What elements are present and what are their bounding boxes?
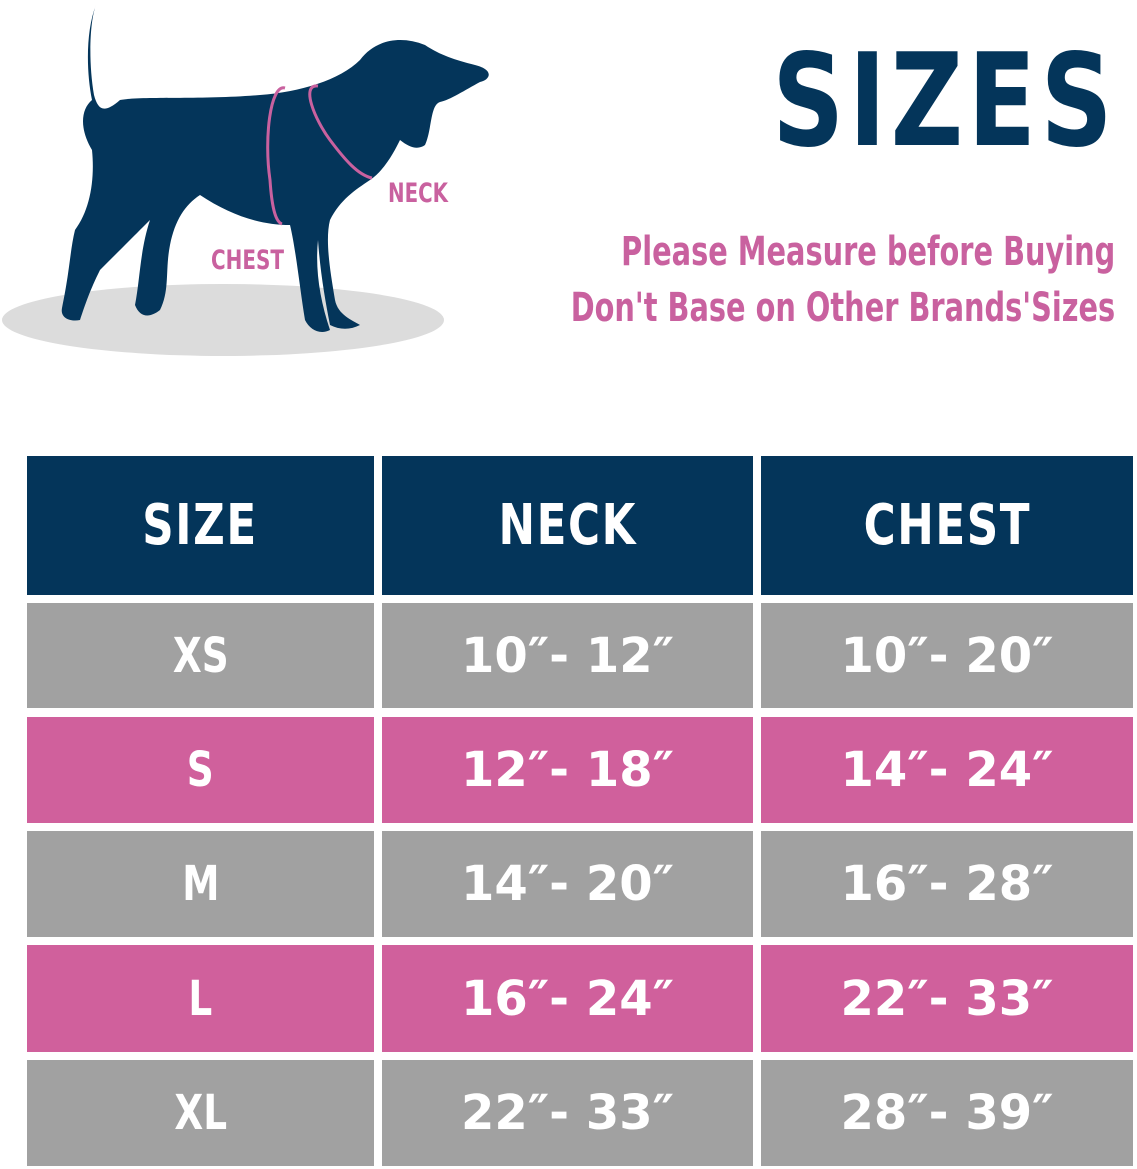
page-title: SIZES <box>772 27 1117 176</box>
neck-cell: 16″- 24″ <box>382 945 753 1052</box>
size-cell: M <box>27 831 374 937</box>
chest-cell: 22″- 33″ <box>761 945 1133 1052</box>
measure-note: Please Measure before Buying <box>620 229 1115 275</box>
chest-cell: 14″- 24″ <box>761 717 1133 823</box>
chest-cell: 10″- 20″ <box>761 603 1133 708</box>
chest-measure-loop <box>266 86 286 226</box>
neck-cell: 14″- 20″ <box>382 831 753 937</box>
neck-label: NECK <box>388 178 449 209</box>
column-header-chest: CHEST <box>761 456 1133 595</box>
size-cell: XL <box>27 1060 374 1166</box>
neck-cell: 22″- 33″ <box>382 1060 753 1166</box>
column-header-neck: NECK <box>382 456 753 595</box>
size-cell: S <box>27 717 374 823</box>
chest-cell: 16″- 28″ <box>761 831 1133 937</box>
size-cell: L <box>27 945 374 1052</box>
dog-silhouette-icon <box>61 5 489 332</box>
dog-measurement-illustration: NECK CHEST <box>2 5 489 356</box>
neck-measure-loop <box>308 84 373 180</box>
neck-cell: 12″- 18″ <box>382 717 753 823</box>
column-header-size: SIZE <box>27 456 374 595</box>
chest-cell: 28″- 39″ <box>761 1060 1133 1166</box>
brand-size-note: Don't Base on Other Brands'Sizes <box>570 285 1115 331</box>
neck-cell: 10″- 12″ <box>382 603 753 708</box>
chest-label: CHEST <box>211 245 284 276</box>
size-cell: XS <box>27 603 374 708</box>
